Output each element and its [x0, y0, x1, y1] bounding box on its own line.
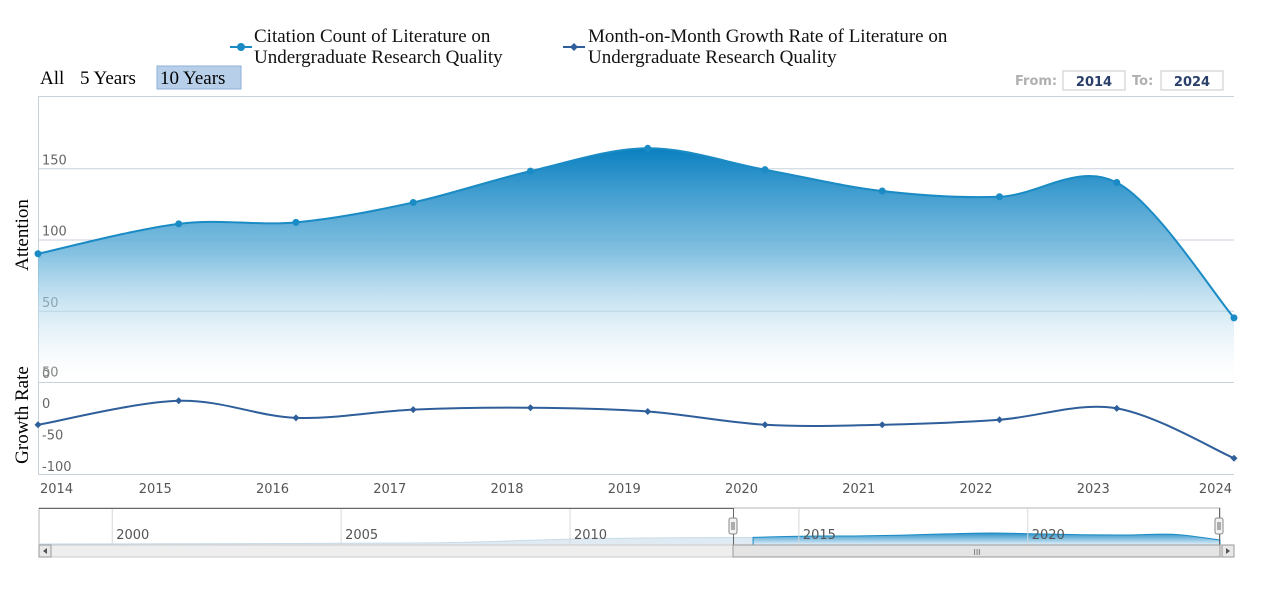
growth-point[interactable]	[34, 421, 42, 429]
scrollbar-left-arrow[interactable]	[38, 544, 52, 558]
y-tick-label-growth: -50	[42, 428, 63, 443]
citation-point[interactable]	[34, 250, 42, 258]
x-tick-label: 2024	[1199, 482, 1232, 497]
citation-area-fill	[38, 148, 1234, 382]
x-axis: 2014 2015 2016 2017 2018 2019 2020 2021 2022 2023…	[38, 474, 1234, 497]
from-label: From:	[1015, 74, 1057, 89]
growth-point[interactable]	[1230, 454, 1238, 462]
from-input[interactable]: 2014	[1076, 75, 1112, 90]
growth-point[interactable]	[761, 421, 769, 429]
x-tick-label: 2017	[373, 482, 406, 497]
y-tick-label-attention: 150	[42, 153, 67, 168]
x-tick-label: 2021	[842, 482, 875, 497]
legend-item-citation[interactable]: Citation Count of Literature on Undergra…	[230, 26, 503, 68]
growth-point[interactable]	[1113, 404, 1121, 412]
x-tick-label: 2022	[959, 482, 992, 497]
navigator-tick-label: 2005	[345, 528, 378, 543]
y-tick-label-attention: 100	[42, 225, 67, 240]
growth-point[interactable]	[175, 397, 183, 405]
from-input-box[interactable]	[1062, 70, 1126, 91]
citation-point[interactable]	[292, 218, 300, 226]
range-selector: All 5 Years 10 Years	[40, 65, 242, 90]
citation-point[interactable]	[1113, 179, 1121, 186]
citation-point[interactable]	[526, 167, 534, 175]
growth-point[interactable]	[644, 408, 652, 416]
navigator-handle-right[interactable]	[1214, 517, 1224, 535]
growth-point[interactable]	[409, 406, 417, 414]
x-tick-label: 2018	[490, 482, 523, 497]
series-citation	[34, 144, 1238, 382]
x-tick-label: 2015	[139, 482, 172, 497]
x-tick-label: 2016	[256, 482, 289, 497]
to-input-box[interactable]	[1160, 70, 1224, 91]
to-label: To:	[1132, 74, 1153, 89]
y-axis-title-attention: Attention	[12, 199, 33, 271]
growth-line	[37, 399, 1235, 460]
growth-point[interactable]	[878, 421, 886, 429]
legend-marker-growth	[570, 43, 578, 51]
y-tick-label-growth: -100	[42, 460, 72, 475]
citation-point[interactable]	[644, 144, 652, 152]
date-range-inputs: From: 2014 To: 2024	[1015, 70, 1224, 91]
navigator-tick-label: 2020	[1032, 528, 1065, 543]
navigator-handle-left[interactable]	[728, 517, 738, 535]
citation-point[interactable]	[1230, 314, 1238, 322]
navigator-axis: 2000 2005 2010 2015 2020	[111, 508, 1065, 545]
navigator: 2000 2005 2010 2015 2020	[38, 507, 1224, 546]
legend: Citation Count of Literature on Undergra…	[230, 26, 948, 68]
legend-label-citation-line2: Undergraduate Research Quality	[254, 47, 503, 68]
x-tick-label: 2020	[725, 482, 758, 497]
x-tick-label: 2023	[1077, 482, 1110, 497]
navigator-history-area	[38, 536, 754, 546]
growth-point[interactable]	[995, 416, 1003, 424]
growth-point[interactable]	[292, 414, 300, 422]
legend-marker-citation	[237, 43, 245, 51]
citation-point[interactable]	[409, 198, 417, 206]
y-tick-label-growth: 0	[42, 397, 50, 412]
citation-point[interactable]	[175, 220, 183, 228]
scrollbar-grip: III	[973, 548, 980, 557]
legend-label-growth-line1: Month-on-Month Growth Rate of Literature…	[588, 26, 948, 47]
x-tick-label: 2014	[40, 482, 73, 497]
navigator-tick-label: 2010	[574, 528, 607, 543]
range-button-all[interactable]: All	[40, 68, 64, 89]
plot-top-border	[38, 96, 1234, 97]
legend-label-growth-line2: Undergraduate Research Quality	[588, 47, 837, 68]
range-button-10-years[interactable]: 10 Years	[160, 68, 225, 89]
navigator-tick-label: 2000	[116, 528, 149, 543]
range-button-10-years-bg[interactable]	[156, 65, 242, 90]
series-growth	[34, 397, 1238, 462]
growth-point[interactable]	[526, 404, 534, 412]
scrollbar-thumb[interactable]	[732, 544, 1221, 558]
scrollbar-right-arrow[interactable]	[1221, 544, 1235, 558]
legend-item-growth[interactable]: Month-on-Month Growth Rate of Literature…	[563, 26, 948, 68]
citation-point[interactable]	[761, 166, 769, 174]
range-button-5-years[interactable]: 5 Years	[80, 68, 136, 89]
citation-point[interactable]	[995, 193, 1003, 201]
to-input[interactable]: 2024	[1174, 75, 1210, 90]
y-axis-title-growth: Growth Rate	[12, 366, 33, 464]
scrollbar: III	[38, 544, 1235, 558]
x-tick-label: 2019	[608, 482, 641, 497]
navigator-tick-label: 2015	[803, 528, 836, 543]
navigator-selected-area[interactable]	[752, 532, 1221, 546]
legend-label-citation-line1: Citation Count of Literature on	[254, 26, 491, 47]
citation-point[interactable]	[878, 187, 886, 195]
